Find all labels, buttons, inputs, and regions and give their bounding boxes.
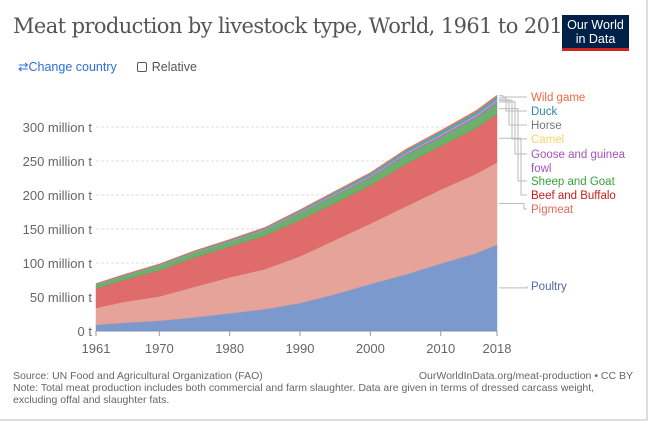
swap-icon: ⇄ (18, 60, 29, 74)
legend-connector (499, 99, 527, 126)
legend-connector (499, 203, 527, 210)
source-url-link[interactable]: OurWorldInData.org/meat-production • CC … (418, 370, 633, 382)
relative-label: Relative (151, 59, 197, 74)
y-tick-label: 200 million t (23, 188, 93, 203)
legend-label: Sheep and Goat (531, 176, 616, 188)
change-country-label: Change country (28, 60, 117, 74)
checkbox[interactable] (136, 61, 147, 72)
legend-connector (499, 99, 527, 140)
x-tick-label: 1970 (145, 341, 174, 356)
legend-label: Poultry (531, 281, 567, 293)
legend-connector (499, 286, 528, 289)
area-chart: 0 t 50 million t 100 million t 150 million … (23, 92, 626, 356)
legend-connector (499, 95, 527, 98)
footer: Source: UN Food and Agricultural Organiz… (13, 370, 633, 406)
y-tick-label: 250 million t (23, 154, 93, 169)
x-tick-label: 1980 (215, 341, 244, 356)
y-tick-label: 50 million t (30, 290, 93, 305)
legend-label: Horse (531, 120, 562, 132)
note-text: Note: Total meat production includes bot… (13, 382, 595, 406)
legend-connector (499, 137, 527, 196)
x-tick-label: 2010 (426, 341, 455, 356)
source-text: Source: UN Food and Agricultural Organiz… (13, 370, 263, 382)
x-tick-label: 2018 (483, 341, 512, 356)
controls: ⇄Change country Relative (18, 59, 197, 75)
page-title: Meat production by livestock type, World… (13, 14, 576, 38)
y-tick-label: 100 million t (23, 256, 93, 271)
legend-label: Wild game (531, 92, 585, 104)
legend-label: Pigmeat (531, 204, 574, 216)
y-tick-label: 0 t (78, 324, 93, 339)
relative-toggle[interactable]: Relative (136, 59, 197, 74)
change-country-button[interactable]: ⇄Change country (18, 59, 117, 74)
legend-connector (499, 108, 527, 182)
legend-label: Camel (531, 134, 564, 146)
legend-label: Duck (531, 106, 557, 118)
y-tick-label: 150 million t (23, 222, 93, 237)
y-tick-label: 300 million t (23, 120, 93, 135)
legend-connector (499, 97, 527, 112)
legend-connector (499, 101, 527, 155)
x-tick-label: 1990 (286, 341, 315, 356)
legend-label: Beef and Buffalo (531, 190, 616, 202)
x-tick-label: 2000 (356, 341, 385, 356)
area-wild-game (95, 94, 498, 285)
legend-label: Goose and guinea fowl (531, 149, 626, 175)
owid-logo[interactable]: Our World in Data (562, 15, 629, 51)
x-tick-label: 1961 (82, 341, 111, 356)
